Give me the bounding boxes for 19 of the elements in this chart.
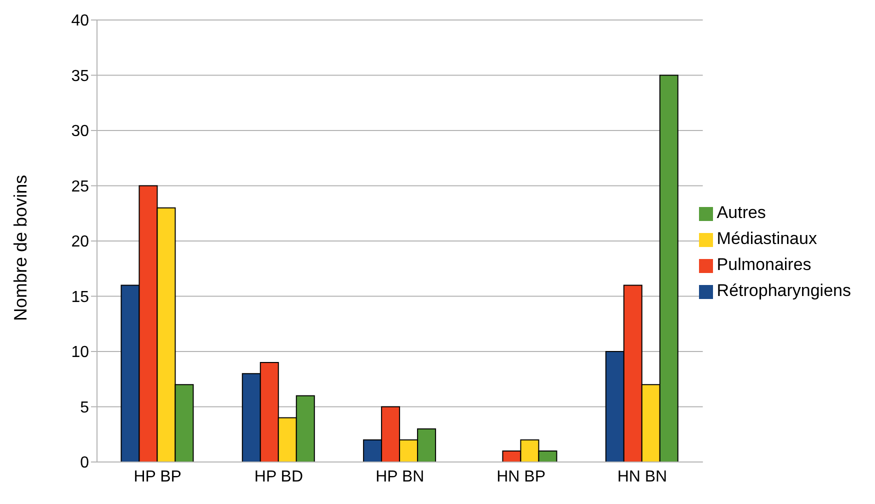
x-tick-label: HN BP — [496, 468, 546, 486]
y-tick-label: 25 — [71, 178, 90, 196]
y-tick-label: 15 — [71, 288, 90, 306]
y-tick-label: 30 — [71, 123, 90, 140]
y-tick-label: 5 — [80, 399, 90, 416]
x-tick-label: HP BN — [376, 468, 424, 486]
y-tick-label: 40 — [71, 12, 90, 30]
legend-label: Médiastinaux — [716, 229, 817, 248]
x-tick-label: HP BD — [254, 468, 304, 486]
y-tick-label: 20 — [71, 234, 90, 251]
y-tick-label: 10 — [71, 344, 90, 362]
y-tick-label: 0 — [80, 454, 90, 472]
x-tick-label: HN BN — [617, 468, 668, 486]
y-axis-title: Nombre de bovins — [10, 174, 30, 321]
y-tick-label: 35 — [71, 68, 90, 85]
legend-label: Autres — [716, 203, 766, 222]
legend-label: Pulmonaires — [716, 255, 812, 274]
legend-label: Rétropharyngiens — [716, 281, 851, 300]
x-tick-label: HP BP — [134, 468, 182, 486]
